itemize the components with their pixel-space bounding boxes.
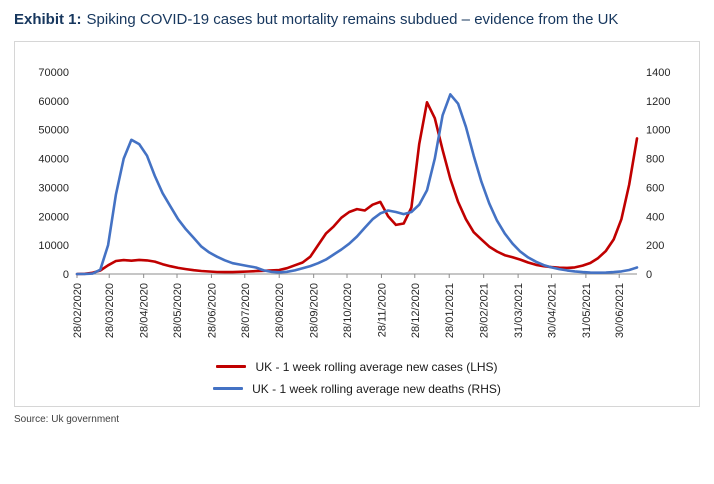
chart-legend: UK - 1 week rolling average new cases (L… xyxy=(15,360,699,396)
svg-text:1400: 1400 xyxy=(646,67,670,79)
svg-text:28/02/2020: 28/02/2020 xyxy=(72,283,84,338)
svg-text:400: 400 xyxy=(646,211,664,223)
svg-text:28/05/2020: 28/05/2020 xyxy=(172,283,184,338)
svg-text:28/07/2020: 28/07/2020 xyxy=(240,283,252,338)
deaths-legend-label: UK - 1 week rolling average new deaths (… xyxy=(252,381,501,396)
svg-text:1200: 1200 xyxy=(646,95,670,107)
report-page: Exhibit 1: Spiking COVID-19 cases but mor… xyxy=(14,9,700,425)
svg-text:20000: 20000 xyxy=(38,211,69,223)
svg-text:28/03/2020: 28/03/2020 xyxy=(104,283,116,338)
legend-item-deaths: UK - 1 week rolling average new deaths (… xyxy=(213,382,501,396)
svg-text:30/06/2021: 30/06/2021 xyxy=(614,283,626,338)
source-note: Source: Uk government xyxy=(14,413,120,425)
svg-text:40000: 40000 xyxy=(38,153,69,165)
svg-text:50000: 50000 xyxy=(38,124,69,136)
cases-legend-label: UK - 1 week rolling average new cases (L… xyxy=(255,359,498,374)
cases-line-swatch xyxy=(216,365,247,368)
svg-text:200: 200 xyxy=(646,240,664,252)
svg-text:30000: 30000 xyxy=(38,182,69,194)
chart-panel: 0 10000 20000 30000 40000 50000 60000 70000 0 200… xyxy=(14,40,700,407)
svg-text:1000: 1000 xyxy=(646,124,670,136)
svg-text:0: 0 xyxy=(646,269,652,281)
svg-text:31/05/2021: 31/05/2021 xyxy=(581,283,593,338)
svg-text:10000: 10000 xyxy=(38,240,69,252)
svg-text:60000: 60000 xyxy=(38,95,69,107)
svg-text:28/01/2021: 28/01/2021 xyxy=(444,283,456,338)
svg-text:28/02/2021: 28/02/2021 xyxy=(479,283,491,338)
svg-text:28/12/2020: 28/12/2020 xyxy=(410,283,422,338)
legend-item-cases: UK - 1 week rolling average new cases (L… xyxy=(216,359,498,374)
svg-text:800: 800 xyxy=(646,153,664,165)
svg-text:28/06/2020: 28/06/2020 xyxy=(206,283,218,338)
covid-line-chart: 0 10000 20000 30000 40000 50000 60000 70000 0 200… xyxy=(38,67,670,338)
svg-text:28/09/2020: 28/09/2020 xyxy=(309,283,321,338)
svg-text:30/04/2021: 30/04/2021 xyxy=(546,283,558,338)
svg-text:28/10/2020: 28/10/2020 xyxy=(342,283,354,338)
exhibit-title-text: Spiking COVID-19 cases but mortality rem… xyxy=(86,11,619,28)
svg-text:28/04/2020: 28/04/2020 xyxy=(139,283,151,338)
svg-text:600: 600 xyxy=(646,182,664,194)
deaths-line-swatch xyxy=(213,387,244,390)
svg-text:28/08/2020: 28/08/2020 xyxy=(274,283,286,338)
svg-text:0: 0 xyxy=(63,269,69,281)
svg-text:70000: 70000 xyxy=(38,67,69,79)
exhibit-label: Exhibit 1: xyxy=(14,11,82,28)
svg-text:28/11/2020: 28/11/2020 xyxy=(376,283,388,337)
exhibit-title: Exhibit 1: Spiking COVID-19 cases but mor… xyxy=(14,9,700,32)
svg-text:31/03/2021: 31/03/2021 xyxy=(513,283,525,338)
